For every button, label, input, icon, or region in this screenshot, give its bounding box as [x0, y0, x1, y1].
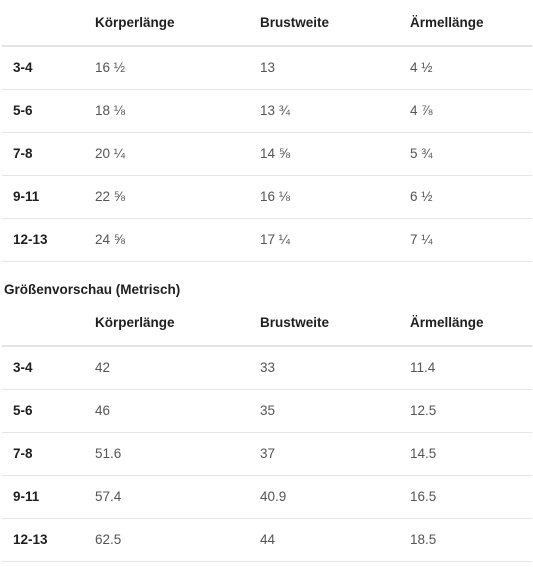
body-length-value: 24 ⅝ — [95, 218, 260, 262]
size-label: 3-4 — [2, 346, 95, 390]
sleeve-length-value: 18.5 — [410, 518, 532, 562]
size-label: 5-6 — [2, 89, 95, 133]
sleeve-length-value: 6 ½ — [410, 175, 532, 219]
sleeve-length-value: 12.5 — [410, 389, 532, 433]
table-row: 7-8 51.6 37 14.5 — [2, 432, 532, 476]
size-label: 12-13 — [2, 518, 95, 562]
table-row: 3-4 16 ½ 13 4 ½ — [2, 46, 532, 90]
size-table-metric: Körperlänge Brustweite Ärmellänge 3-4 42… — [2, 300, 532, 562]
sleeve-length-value: 16.5 — [410, 475, 532, 519]
sleeve-length-value: 4 ½ — [410, 46, 532, 90]
header-chest-width: Brustweite — [260, 0, 410, 47]
chest-width-value: 13 ¾ — [260, 89, 410, 133]
table-row: 12-13 24 ⅝ 17 ¼ 7 ¼ — [2, 218, 532, 262]
body-length-value: 20 ¼ — [95, 132, 260, 176]
table-row: 12-13 62.5 44 18.5 — [2, 518, 532, 562]
header-sleeve-length: Ärmellänge — [410, 0, 532, 47]
chest-width-value: 33 — [260, 346, 410, 390]
size-label: 7-8 — [2, 132, 95, 176]
size-table-imperial: Körperlänge Brustweite Ärmellänge 3-4 16… — [2, 0, 532, 262]
body-length-value: 46 — [95, 389, 260, 433]
sleeve-length-value: 7 ¼ — [410, 218, 532, 262]
chest-width-value: 35 — [260, 389, 410, 433]
body-length-value: 18 ⅛ — [95, 89, 260, 133]
header-body-length: Körperlänge — [95, 300, 260, 347]
table-row: 9-11 22 ⅝ 16 ⅛ 6 ½ — [2, 175, 532, 219]
size-label: 3-4 — [2, 46, 95, 90]
chest-width-value: 14 ⅝ — [260, 132, 410, 176]
size-label: 7-8 — [2, 432, 95, 476]
header-sleeve-length: Ärmellänge — [410, 300, 532, 347]
chest-width-value: 13 — [260, 46, 410, 90]
body-length-value: 22 ⅝ — [95, 175, 260, 219]
size-label: 9-11 — [2, 475, 95, 519]
header-chest-width: Brustweite — [260, 300, 410, 347]
sleeve-length-value: 5 ¾ — [410, 132, 532, 176]
header-size — [2, 0, 95, 47]
sleeve-length-value: 11.4 — [410, 346, 532, 390]
body-length-value: 42 — [95, 346, 260, 390]
table-header-row: Körperlänge Brustweite Ärmellänge — [2, 300, 532, 347]
sleeve-length-value: 14.5 — [410, 432, 532, 476]
chest-width-value: 37 — [260, 432, 410, 476]
table-row: 5-6 18 ⅛ 13 ¾ 4 ⅞ — [2, 89, 532, 133]
table-row: 3-4 42 33 11.4 — [2, 346, 532, 390]
metric-section-title: Größenvorschau (Metrisch) — [4, 282, 181, 297]
table-header-row: Körperlänge Brustweite Ärmellänge — [2, 0, 532, 47]
header-body-length: Körperlänge — [95, 0, 260, 47]
body-length-value: 16 ½ — [95, 46, 260, 90]
chest-width-value: 16 ⅛ — [260, 175, 410, 219]
table-row: 9-11 57.4 40.9 16.5 — [2, 475, 532, 519]
body-length-value: 57.4 — [95, 475, 260, 519]
sleeve-length-value: 4 ⅞ — [410, 89, 532, 133]
table-row: 5-6 46 35 12.5 — [2, 389, 532, 433]
body-length-value: 51.6 — [95, 432, 260, 476]
chest-width-value: 17 ¼ — [260, 218, 410, 262]
size-label: 9-11 — [2, 175, 95, 219]
chest-width-value: 44 — [260, 518, 410, 562]
table-row: 7-8 20 ¼ 14 ⅝ 5 ¾ — [2, 132, 532, 176]
size-label: 5-6 — [2, 389, 95, 433]
size-label: 12-13 — [2, 218, 95, 262]
chest-width-value: 40.9 — [260, 475, 410, 519]
header-size — [2, 300, 95, 347]
body-length-value: 62.5 — [95, 518, 260, 562]
